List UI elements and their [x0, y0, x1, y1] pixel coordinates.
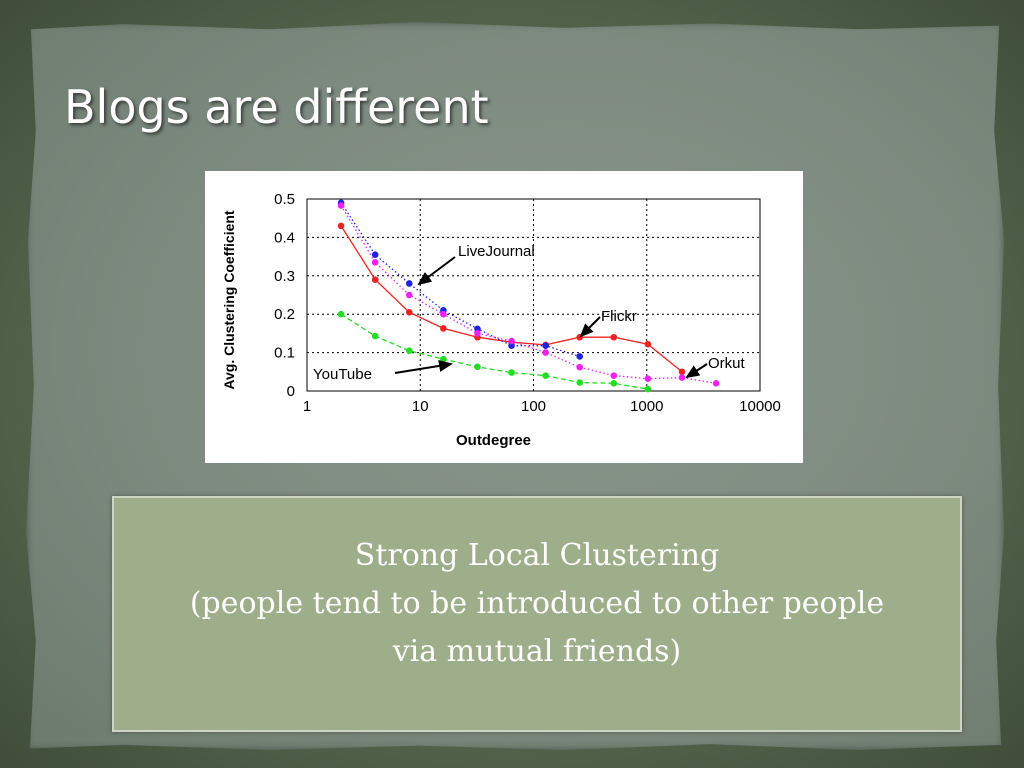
data-point-flickr	[405, 308, 413, 316]
data-point-flickr	[678, 368, 686, 376]
x-tick-label: 1	[303, 398, 311, 415]
annotation-arrow	[394, 359, 453, 374]
data-point-youtube	[440, 355, 447, 363]
y-tick-label: 0.5	[274, 191, 295, 208]
data-point-livejournal	[542, 342, 549, 349]
data-point-orkut	[644, 375, 652, 383]
annotation-orkut: Orkut	[708, 355, 746, 372]
x-tick-label: 100	[521, 398, 546, 415]
chart-panel: 1 10 100 1000 10000 0 0.1 0.2 0.3 0.4 0.5 Outdegree…	[205, 171, 803, 463]
data-point-livejournal	[576, 353, 584, 360]
caption-line-3: via mutual friends)	[392, 634, 682, 669]
data-point-livejournal	[474, 325, 481, 333]
caption-line-2: (people tend to be introduced to other p…	[189, 586, 885, 621]
data-point-flickr	[610, 333, 618, 341]
data-point-orkut	[508, 337, 515, 345]
annotation-livejournal: LiveJournal	[458, 243, 535, 260]
data-point-flickr	[337, 222, 345, 230]
data-point-livejournal	[508, 342, 515, 349]
y-axis-label: Avg. Clustering Coefficient	[221, 210, 237, 390]
data-point-orkut	[712, 380, 720, 387]
y-tick-label: 0.4	[274, 229, 295, 246]
data-point-livejournal	[405, 280, 413, 287]
data-point-youtube	[644, 385, 652, 393]
x-axis-label: Outdegree	[456, 432, 531, 449]
data-point-youtube	[610, 380, 618, 387]
series-line-youtube	[340, 313, 649, 390]
data-point-orkut	[474, 330, 481, 337]
data-point-orkut	[405, 291, 413, 299]
y-tick-label: 0.3	[274, 268, 295, 285]
data-point-youtube	[474, 363, 481, 371]
x-tick-label: 10	[412, 398, 429, 415]
annotation-youtube: YouTube	[313, 366, 372, 383]
annotation-arrow	[579, 316, 601, 338]
series-line-orkut	[340, 205, 717, 384]
data-point-flickr	[644, 340, 652, 348]
data-point-orkut	[678, 374, 686, 381]
x-tick-label: 10000	[739, 398, 781, 415]
data-point-livejournal	[371, 251, 379, 258]
annotation-flickr: Flickr	[601, 308, 637, 325]
data-point-flickr	[440, 325, 447, 332]
data-point-orkut	[440, 310, 447, 318]
data-point-orkut	[337, 202, 345, 209]
clustering-chart: 1 10 100 1000 10000 0 0.1 0.2 0.3 0.4 0.5 Outdegree…	[221, 191, 781, 449]
data-point-youtube	[337, 310, 345, 318]
data-point-orkut	[542, 349, 549, 356]
y-tick-label: 0.2	[274, 306, 295, 323]
data-point-flickr	[371, 276, 379, 283]
data-point-youtube	[405, 347, 413, 354]
data-point-youtube	[542, 372, 549, 379]
annotation-arrow	[685, 363, 708, 379]
data-point-youtube	[371, 332, 379, 340]
y-tick-label: 0	[287, 383, 295, 400]
data-point-youtube	[508, 369, 515, 376]
caption-line-1: Strong Local Clustering	[354, 538, 720, 573]
data-point-orkut	[371, 259, 379, 266]
data-point-orkut	[576, 363, 584, 371]
slide-title: Blogs are different	[64, 80, 489, 134]
y-tick-label: 0.1	[274, 345, 295, 362]
data-point-orkut	[610, 372, 618, 379]
data-point-youtube	[576, 379, 584, 386]
annotation-arrow	[417, 256, 456, 286]
x-tick-label: 1000	[630, 398, 663, 415]
caption-box: Strong Local Clustering (people tend to …	[112, 496, 962, 732]
